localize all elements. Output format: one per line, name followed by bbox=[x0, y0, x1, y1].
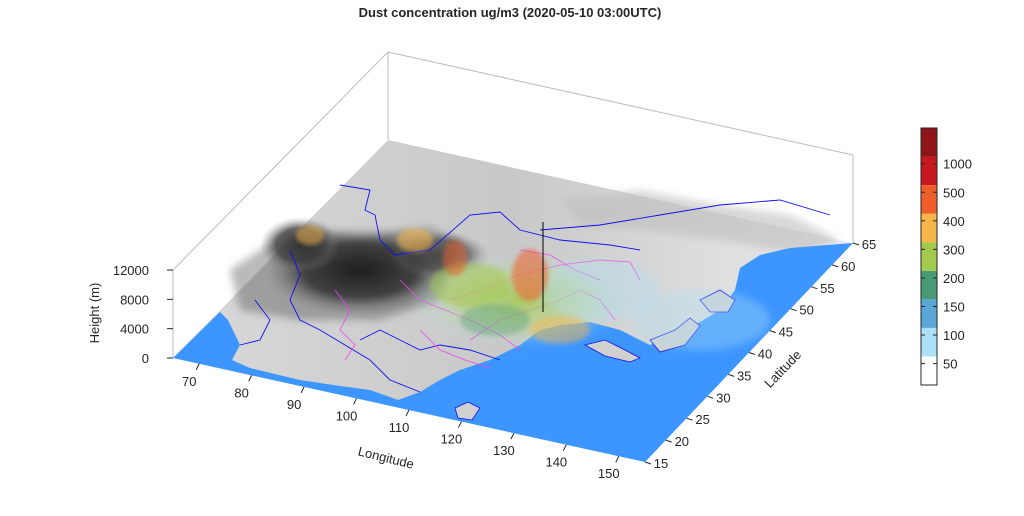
x-tick-label: 100 bbox=[336, 408, 358, 423]
colorbar-frame bbox=[920, 127, 938, 386]
x-tick-mark bbox=[195, 363, 200, 371]
x-tick-mark bbox=[510, 432, 515, 440]
colorbar-tick-label: 200 bbox=[943, 271, 965, 286]
colorbar-tick-label: 150 bbox=[943, 299, 965, 314]
colorbar-tick-label: 100 bbox=[943, 328, 965, 343]
y-tick-label: 65 bbox=[862, 237, 876, 252]
colorbar-tick-label: 500 bbox=[943, 185, 965, 200]
y-tick-label: 20 bbox=[675, 434, 689, 449]
y-tick-label: 25 bbox=[695, 412, 709, 427]
z-axis-label: Height (m) bbox=[87, 283, 102, 344]
x-tick-label: 110 bbox=[389, 420, 410, 435]
x-tick-label: 140 bbox=[545, 455, 567, 470]
y-tick-mark bbox=[665, 439, 672, 443]
colorbar-swatch bbox=[921, 356, 937, 385]
colorbar-swatch bbox=[921, 299, 937, 328]
colorbar-tick-label: 50 bbox=[943, 357, 957, 372]
x-tick-label: 80 bbox=[234, 385, 248, 400]
x-tick-label: 70 bbox=[182, 374, 196, 389]
y-tick-mark bbox=[748, 352, 756, 355]
x-tick-label: 150 bbox=[598, 466, 620, 481]
chart-title: Dust concentration ug/m3 (2020-05-10 03:… bbox=[359, 5, 662, 20]
y-tick-label: 15 bbox=[654, 456, 668, 471]
y-tick-label: 55 bbox=[820, 281, 834, 296]
colorbar-swatch bbox=[921, 128, 937, 157]
colorbar-swatch bbox=[921, 242, 937, 271]
x-tick-label: 90 bbox=[287, 397, 301, 412]
colorbar-swatch bbox=[921, 156, 937, 186]
y-tick-mark bbox=[707, 395, 714, 399]
colorbar-tick-label: 1000 bbox=[943, 157, 972, 172]
x-tick-mark bbox=[248, 375, 253, 382]
y-tick-label: 60 bbox=[841, 259, 855, 274]
ocean bbox=[173, 243, 853, 462]
y-tick-mark bbox=[790, 308, 797, 312]
colorbar: 50 100 150 200 300 400 500 1000 bbox=[920, 127, 972, 386]
colorbar-swatch bbox=[921, 185, 937, 214]
y-tick-mark bbox=[811, 286, 818, 290]
x-tick-label: 130 bbox=[493, 443, 515, 458]
x-axis-ticks: 70 80 90 100 110 120 130 140 150 bbox=[182, 363, 620, 481]
colorbar-swatch bbox=[921, 213, 937, 243]
x-tick-mark bbox=[457, 421, 462, 428]
z-tick-label: 8000 bbox=[120, 292, 149, 307]
y-tick-mark bbox=[728, 373, 735, 377]
x-tick-mark bbox=[405, 409, 410, 417]
z-tick-label: 0 bbox=[142, 351, 149, 366]
colorbar-tick-label: 400 bbox=[943, 214, 965, 229]
country-borders bbox=[239, 184, 831, 393]
y-tick-mark bbox=[852, 242, 860, 246]
z-axis-ticks: 0 4000 8000 12000 bbox=[113, 263, 173, 366]
y-tick-label: 35 bbox=[737, 368, 751, 383]
z-tick-label: 12000 bbox=[113, 263, 149, 278]
y-tick-label: 30 bbox=[716, 390, 730, 405]
x-axis-label: Longitude bbox=[357, 443, 416, 471]
colorbar-swatch bbox=[921, 270, 937, 300]
y-tick-mark bbox=[769, 330, 776, 334]
colorbar-tick-label: 300 bbox=[943, 242, 965, 257]
colorbar-swatch bbox=[921, 327, 937, 357]
y-tick-mark bbox=[832, 264, 839, 268]
y-tick-mark bbox=[686, 417, 693, 421]
x-tick-label: 120 bbox=[441, 432, 463, 447]
y-tick-label: 40 bbox=[758, 347, 772, 362]
y-tick-mark bbox=[644, 461, 652, 465]
z-tick-label: 4000 bbox=[120, 322, 149, 337]
y-tick-label: 45 bbox=[779, 325, 793, 340]
dust-plume bbox=[296, 222, 770, 350]
x-tick-mark bbox=[300, 386, 305, 394]
x-tick-mark bbox=[562, 444, 567, 451]
axes-front bbox=[172, 155, 854, 358]
y-tick-label: 50 bbox=[799, 303, 813, 318]
x-tick-mark bbox=[615, 455, 620, 463]
y-axis-ticks: 15 20 25 30 35 40 45 50 55 60 65 bbox=[644, 237, 876, 471]
x-tick-mark bbox=[353, 398, 358, 405]
